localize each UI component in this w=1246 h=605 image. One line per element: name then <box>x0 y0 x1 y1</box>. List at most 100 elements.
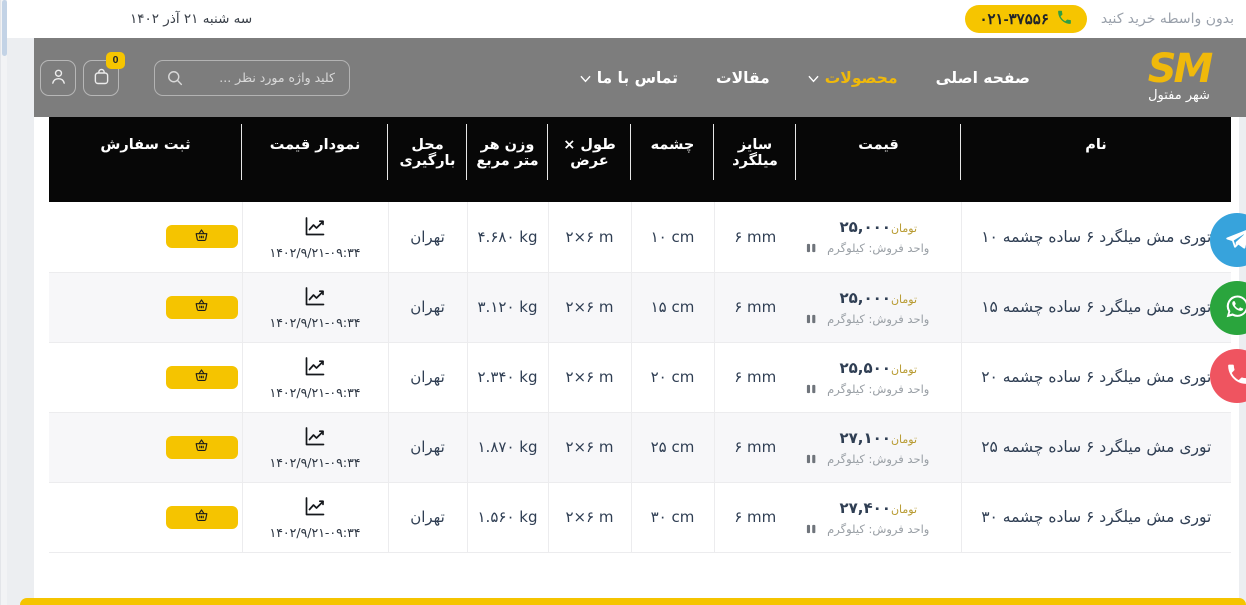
currency-label: تومان <box>890 432 918 446</box>
chevron-down-icon <box>580 75 591 83</box>
table-row: توری مش میلگرد ۶ ساده چشمه ۲۵ ۲۷,۱۰۰ توما… <box>49 412 1231 483</box>
price-cell: ۲۵,۵۰۰ تومان واحد فروش: کیلوگرم <box>796 342 962 413</box>
unit-info-icon <box>806 242 817 254</box>
price-value: ۲۵,۵۰۰ <box>839 358 891 377</box>
price-chart-date: ۱۴۰۲/۹/۲۱-۰۹:۳۴ <box>269 385 361 400</box>
price-chart-button[interactable] <box>302 494 328 521</box>
rebar-size: ۶ mm <box>713 202 796 273</box>
price-chart-button[interactable] <box>302 214 328 241</box>
price-value: ۲۷,۱۰۰ <box>839 428 891 447</box>
weight-per-sqm: ۳.۱۲۰ kg <box>466 272 548 343</box>
add-to-cart-button[interactable] <box>165 435 238 459</box>
sales-unit-label: واحد فروش: کیلوگرم <box>827 451 930 466</box>
length-width: ۲×۶ m <box>547 482 631 553</box>
column-header: نام <box>1085 137 1107 153</box>
user-account-button[interactable] <box>40 59 76 96</box>
currency-label: تومان <box>890 502 918 516</box>
floating-social-stack <box>1210 213 1246 403</box>
order-cell <box>49 272 243 343</box>
price-chart-date: ۱۴۰۲/۹/۲۱-۰۹:۳۴ <box>269 315 361 330</box>
whatsapp-icon <box>1224 293 1246 323</box>
mesh-eye-size: ۱۰ cm <box>630 202 714 273</box>
price-chart-button[interactable] <box>302 284 328 311</box>
phone-number-button[interactable]: ۰۲۱-۳۷۵۵۶ <box>965 5 1087 33</box>
add-to-cart-button[interactable] <box>165 505 238 529</box>
column-header: نمودار قیمت <box>242 117 388 202</box>
add-to-cart-button[interactable] <box>165 225 238 249</box>
price-cell: ۲۷,۴۰۰ تومان واحد فروش: کیلوگرم <box>796 482 962 553</box>
product-name: توری مش میلگرد ۶ ساده چشمه ۲۰ <box>961 342 1231 413</box>
loading-location: تهران <box>388 272 468 343</box>
loading-location: تهران <box>388 342 468 413</box>
telegram-icon <box>1224 226 1246 255</box>
weight-per-sqm: ۴.۶۸۰ kg <box>466 202 548 273</box>
product-name: توری مش میلگرد ۶ ساده چشمه ۱۵ <box>961 272 1231 343</box>
weight-per-sqm: ۲.۳۴۰ kg <box>466 342 548 413</box>
cart-button[interactable]: 0 <box>83 51 125 96</box>
currency-label: تومان <box>890 362 918 376</box>
table-body: توری مش میلگرد ۶ ساده چشمه ۱۰ ۲۵,۰۰۰ توما… <box>49 202 1231 553</box>
scrollbar-thumb[interactable] <box>2 0 7 56</box>
table-row: توری مش میلگرد ۶ ساده چشمه ۱۵ ۲۵,۰۰۰ توما… <box>49 272 1231 343</box>
column-header: وزن هر متر مربع <box>467 117 548 202</box>
line-chart-icon <box>302 284 328 311</box>
search-input[interactable] <box>154 59 350 96</box>
column-header: طول × عرض <box>548 117 631 202</box>
price-cell: ۲۵,۰۰۰ تومان واحد فروش: کیلوگرم <box>796 272 962 343</box>
logo-subtitle: شهر مفتول <box>1148 88 1210 103</box>
column-header: سایز میلگرد <box>714 117 796 202</box>
phone-number: ۰۲۱-۳۷۵۵۶ <box>979 11 1049 28</box>
site-logo[interactable]: SM شهر مفتول <box>1120 49 1238 103</box>
price-chart-date: ۱۴۰۲/۹/۲۱-۰۹:۳۴ <box>269 525 361 540</box>
current-date: سه شنبه ۲۱ آذر ۱۴۰۲ <box>130 11 253 27</box>
product-name: توری مش میلگرد ۶ ساده چشمه ۲۵ <box>961 412 1231 483</box>
page-scrollbar[interactable] <box>0 0 7 605</box>
price-value: ۲۵,۰۰۰ <box>839 288 891 307</box>
column-header: محل بارگیری <box>388 117 467 202</box>
phone-icon <box>1056 9 1073 29</box>
basket-icon <box>193 367 210 387</box>
price-chart-cell: ۱۴۰۲/۹/۲۱-۰۹:۳۴ <box>242 342 389 413</box>
whatsapp-button[interactable] <box>1210 281 1246 335</box>
line-chart-icon <box>302 424 328 451</box>
nav-item-home[interactable]: صفحه اصلی <box>935 68 1030 87</box>
mesh-eye-size: ۱۵ cm <box>630 272 714 343</box>
cart-count-badge: 0 <box>106 51 125 69</box>
main-content: نام قیمت سایز میلگرد چشمه طول × عرض وزن هر مت… <box>34 117 1239 605</box>
rebar-size: ۶ mm <box>713 272 796 343</box>
rebar-size: ۶ mm <box>713 412 796 483</box>
nav-item-articles[interactable]: مقالات <box>716 68 770 87</box>
price-chart-cell: ۱۴۰۲/۹/۲۱-۰۹:۳۴ <box>242 412 389 483</box>
basket-icon <box>193 227 210 247</box>
site-header: SM شهر مفتول صفحه اصلی محصولات مقالات تم… <box>34 38 1246 117</box>
call-button[interactable] <box>1210 349 1246 403</box>
rebar-size: ۶ mm <box>713 482 796 553</box>
price-value: ۲۷,۴۰۰ <box>839 498 891 517</box>
unit-info-icon <box>806 453 817 465</box>
price-chart-button[interactable] <box>302 424 328 451</box>
basket-icon <box>193 297 210 317</box>
product-name: توری مش میلگرد ۶ ساده چشمه ۱۰ <box>961 202 1231 273</box>
price-chart-cell: ۱۴۰۲/۹/۲۱-۰۹:۳۴ <box>242 272 389 343</box>
unit-info-icon <box>806 383 817 395</box>
length-width: ۲×۶ m <box>547 202 631 273</box>
telegram-button[interactable] <box>1210 213 1246 267</box>
price-chart-date: ۱۴۰۲/۹/۲۱-۰۹:۳۴ <box>269 244 361 260</box>
nav-item-products[interactable]: محصولات <box>808 69 898 87</box>
column-header: قیمت <box>796 117 961 202</box>
direct-buy-text: بدون واسطه خرید کنید <box>1100 11 1234 27</box>
add-to-cart-button[interactable] <box>165 365 238 389</box>
order-cell <box>49 412 243 483</box>
column-header: چشمه <box>631 117 714 202</box>
search-icon[interactable] <box>165 68 185 92</box>
shopping-bag-icon <box>91 66 112 90</box>
mesh-eye-size: ۲۰ cm <box>630 342 714 413</box>
loading-location: تهران <box>388 412 468 483</box>
sales-unit-label: واحد فروش: کیلوگرم <box>827 311 930 326</box>
price-chart-button[interactable] <box>302 354 328 381</box>
add-to-cart-button[interactable] <box>165 295 238 319</box>
line-chart-icon <box>302 354 328 381</box>
weight-per-sqm: ۱.۵۶۰ kg <box>466 482 548 553</box>
nav-item-contact[interactable]: تماس با ما <box>580 69 678 87</box>
length-width: ۲×۶ m <box>547 412 631 483</box>
